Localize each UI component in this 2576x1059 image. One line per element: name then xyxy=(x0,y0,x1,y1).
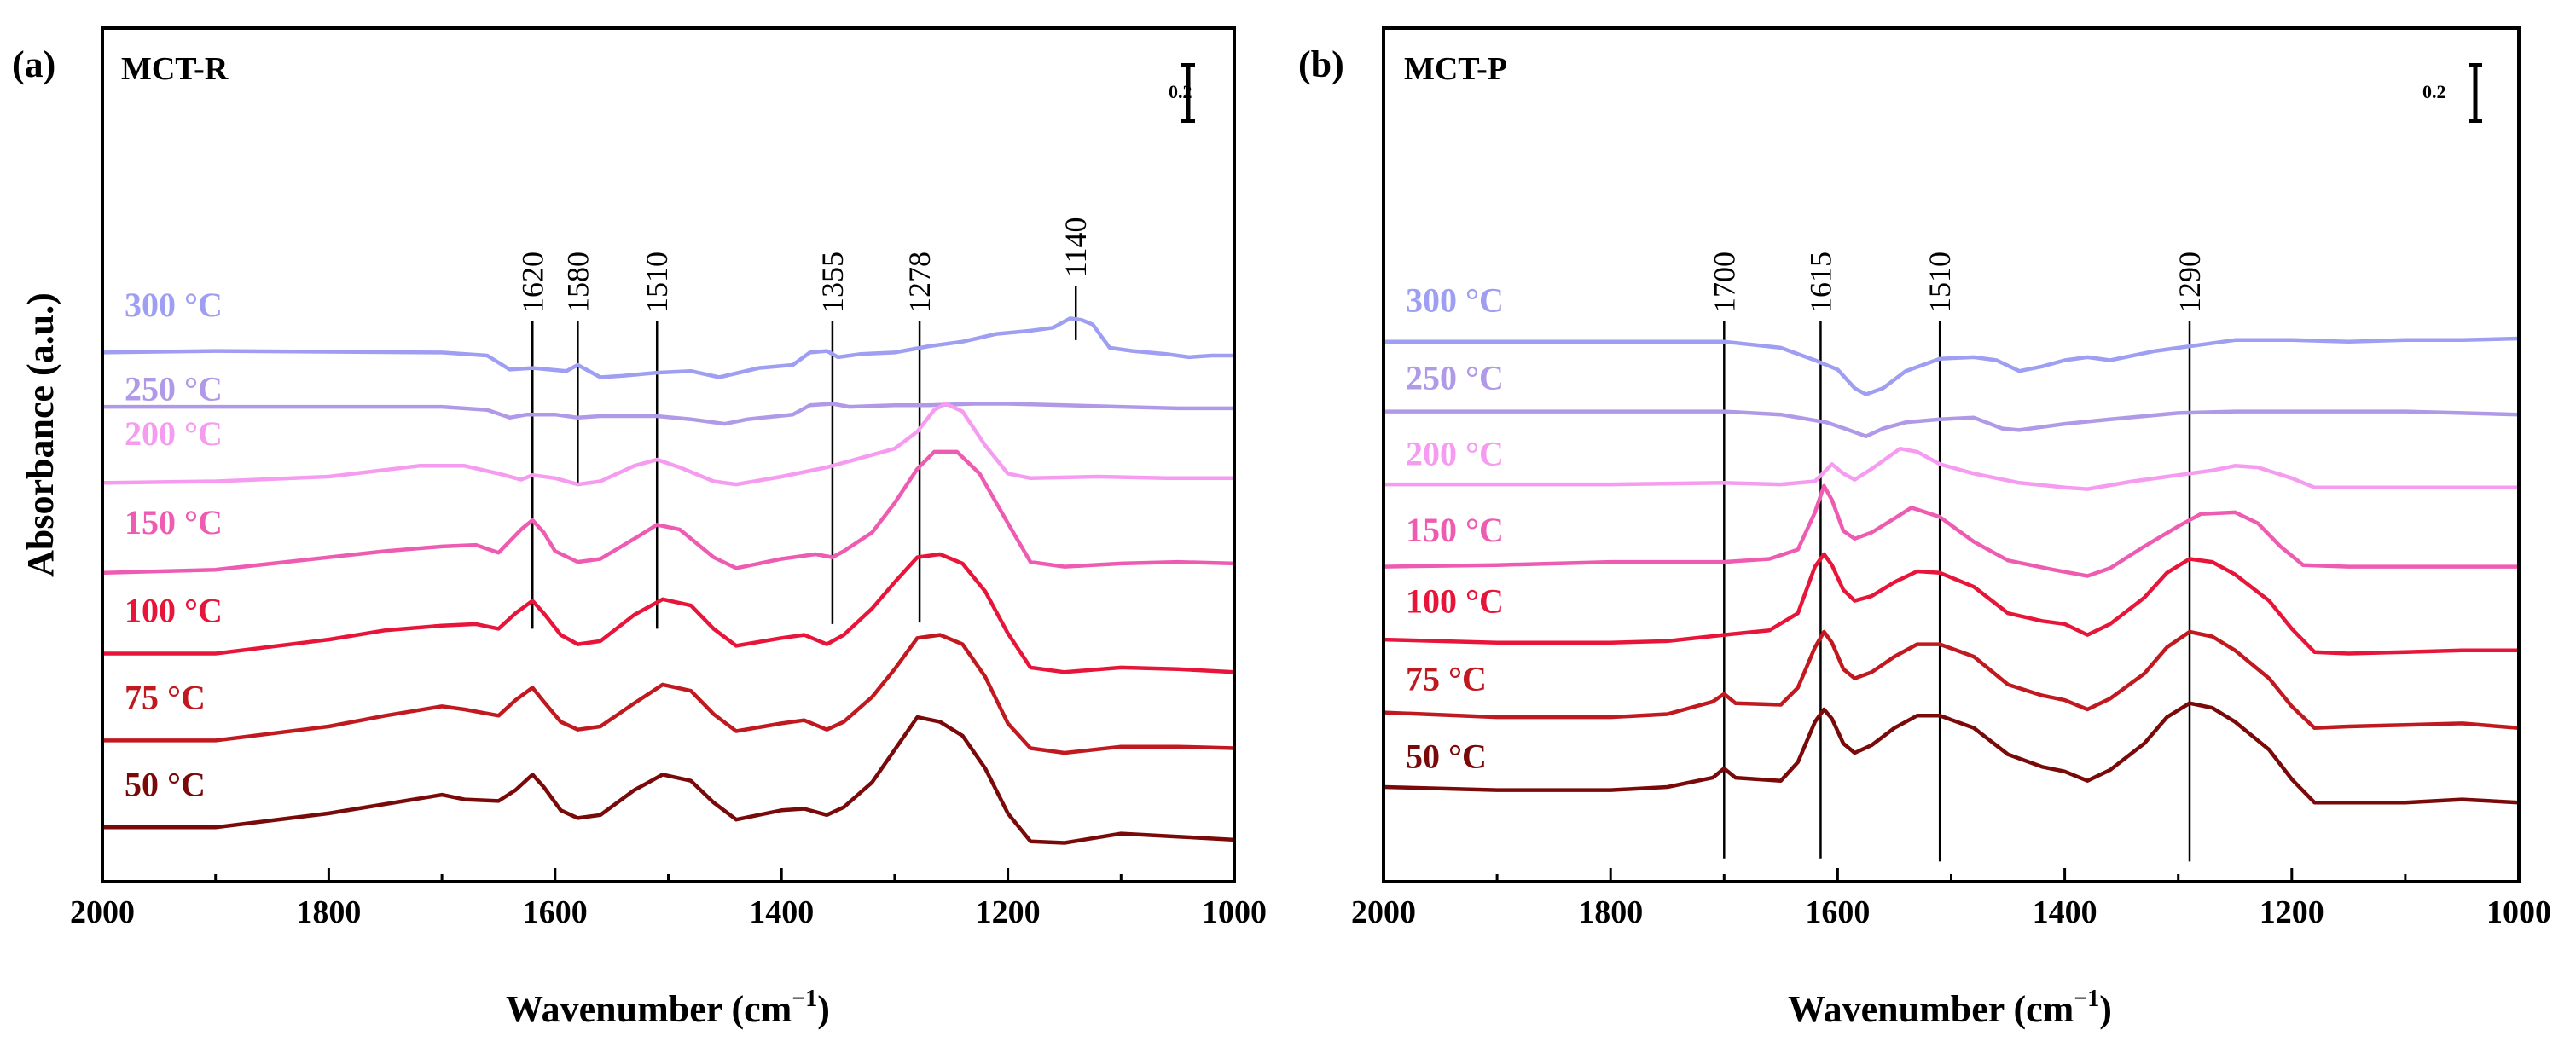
x-axis-label-sup: −1 xyxy=(2074,986,2099,1012)
temperature-label: 200 °C xyxy=(1406,435,1504,473)
spectrum-line xyxy=(1384,336,2520,396)
x-tick-label: 1600 xyxy=(523,894,588,930)
x-tick-label: 2000 xyxy=(70,894,135,930)
spectrum-line xyxy=(102,402,1234,487)
temperature-label: 100 °C xyxy=(1406,582,1504,621)
temperature-label: 50 °C xyxy=(1406,738,1487,776)
panel-label: (a) xyxy=(12,43,55,85)
temperature-label: 300 °C xyxy=(1406,281,1504,320)
panel-a: (a) MCT-R Absorbance (a.u.) Wavenumber (… xyxy=(12,26,1267,1030)
sample-title: MCT-R xyxy=(121,51,229,87)
peak-label: 1355 xyxy=(815,252,850,313)
temperature-label: 50 °C xyxy=(125,765,206,803)
temperature-label: 75 °C xyxy=(125,678,206,716)
spectrum-line xyxy=(1384,446,2519,491)
peak-label: 1580 xyxy=(560,252,595,313)
sample-title: MCT-P xyxy=(1404,51,1507,87)
x-axis-label-sup: −1 xyxy=(792,986,817,1012)
temperature-label: 150 °C xyxy=(1406,511,1504,549)
x-axis-label-close: ) xyxy=(817,988,830,1030)
spectrum-line xyxy=(1384,409,2520,438)
peak-label: 1290 xyxy=(2173,252,2207,313)
x-tick-label: 1000 xyxy=(1202,894,1267,930)
spectrum-line xyxy=(102,402,1234,426)
x-axis-label-text: Wavenumber (cm xyxy=(506,988,792,1030)
spectrum-line xyxy=(102,715,1235,845)
y-axis-label: Absorbance (a.u.) xyxy=(20,292,61,577)
x-axis-label: Wavenumber (cm−1) xyxy=(1788,986,2112,1030)
x-tick-label: 1400 xyxy=(749,894,814,930)
spectrum-line xyxy=(102,449,1235,576)
spectrum-line xyxy=(102,633,1235,755)
spectrum-line xyxy=(1383,701,2520,805)
x-tick-label: 1600 xyxy=(1805,894,1870,930)
x-axis-label: Wavenumber (cm−1) xyxy=(506,986,830,1030)
panel-b: (b) MCT-P Wavenumber (cm−1) 0.2 300 °C 25… xyxy=(1298,26,2551,1030)
peak-label: 1278 xyxy=(902,252,937,313)
temperature-label: 250 °C xyxy=(1406,359,1504,397)
temperature-label: 100 °C xyxy=(125,592,223,630)
x-tick-label: 1800 xyxy=(296,894,361,930)
peak-label: 1615 xyxy=(1803,252,1837,313)
temperature-label: 200 °C xyxy=(125,414,223,453)
x-tick-label: 2000 xyxy=(1351,894,1416,930)
spectrum-line xyxy=(1383,629,2520,731)
peak-label: 1140 xyxy=(1059,217,1093,277)
peak-label: 1510 xyxy=(1923,252,1957,313)
spectrum-line xyxy=(102,316,1234,379)
x-tick-label: 1400 xyxy=(2033,894,2097,930)
temperature-label: 250 °C xyxy=(125,369,223,408)
x-tick-label: 1200 xyxy=(976,894,1041,930)
spectrum-line xyxy=(1383,483,2519,578)
temperature-label: 150 °C xyxy=(125,503,223,541)
x-tick-label: 1200 xyxy=(2260,894,2324,930)
x-tick-label: 1800 xyxy=(1578,894,1643,930)
plot-frame xyxy=(1382,26,2521,883)
spectrum-line xyxy=(102,552,1235,674)
peak-label: 1510 xyxy=(640,252,674,313)
peak-label: 1700 xyxy=(1707,252,1741,313)
panel-label: (b) xyxy=(1298,43,1344,85)
temperature-label: 75 °C xyxy=(1406,660,1487,698)
x-axis-label-close: ) xyxy=(2099,988,2112,1030)
x-axis-label-text: Wavenumber (cm xyxy=(1788,988,2074,1030)
temperature-label: 300 °C xyxy=(125,286,223,324)
peak-label: 1620 xyxy=(515,252,549,313)
scale-bar-label: 0.2 xyxy=(2422,81,2446,102)
spectrum-line xyxy=(1383,552,2519,656)
x-tick-label: 1000 xyxy=(2486,894,2551,930)
